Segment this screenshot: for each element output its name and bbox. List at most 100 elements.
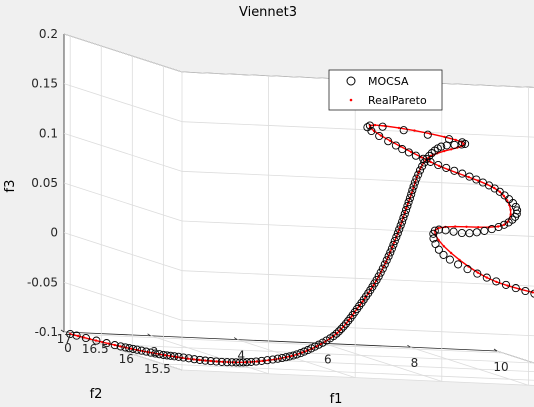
legend-label-real-pareto: RealPareto bbox=[368, 94, 427, 107]
mocsa-point bbox=[408, 186, 417, 195]
mocsa-point bbox=[404, 148, 413, 157]
mocsa-markers bbox=[66, 121, 534, 367]
grid-line-z-back bbox=[181, 170, 534, 188]
real-pareto-point bbox=[94, 339, 98, 342]
mocsa-point bbox=[380, 260, 389, 269]
mocsa-point bbox=[437, 142, 446, 151]
mocsa-point bbox=[223, 358, 232, 367]
mocsa-point bbox=[511, 212, 520, 221]
real-pareto-point bbox=[379, 134, 383, 137]
real-pareto-point bbox=[244, 361, 247, 364]
mocsa-point bbox=[303, 346, 312, 355]
real-pareto-point bbox=[531, 291, 534, 294]
real-pareto-point bbox=[502, 223, 506, 226]
mocsa-point bbox=[429, 229, 438, 238]
mocsa-point bbox=[376, 268, 385, 277]
real-pareto-point bbox=[467, 175, 470, 179]
real-pareto-point bbox=[506, 199, 509, 202]
axes-box bbox=[63, 33, 534, 386]
mocsa-point bbox=[480, 226, 489, 235]
x-tick-label: 6 bbox=[324, 352, 332, 366]
mocsa-point bbox=[195, 355, 204, 364]
mocsa-point bbox=[382, 256, 391, 265]
mocsa-point bbox=[239, 358, 248, 367]
mocsa-point bbox=[66, 329, 75, 339]
mocsa-point bbox=[384, 252, 393, 261]
z-tick-label: 0.1 bbox=[39, 126, 58, 140]
mocsa-point bbox=[403, 201, 412, 211]
real-pareto-point bbox=[450, 148, 453, 151]
mocsa-point bbox=[396, 221, 405, 230]
mocsa-point bbox=[511, 284, 520, 293]
real-pareto-point bbox=[113, 343, 117, 347]
z-axis-label: f3 bbox=[3, 180, 18, 193]
real-pareto-point bbox=[495, 280, 498, 284]
grid-line-z-back bbox=[181, 121, 534, 138]
real-pareto-point bbox=[119, 345, 122, 348]
x-tick-mark bbox=[407, 344, 411, 348]
mocsa-point bbox=[391, 141, 400, 150]
mocsa-point bbox=[278, 353, 287, 363]
mocsa-point bbox=[404, 198, 413, 207]
real-pareto-point bbox=[215, 360, 218, 363]
mocsa-point bbox=[252, 357, 261, 366]
tick-labels: 0 2 4 6 8 10 17 16.5 16 15.5 0.2 0.15 0.1 0.05 0 -0.05 -… bbox=[27, 27, 509, 376]
x-tick-mark bbox=[147, 333, 151, 337]
mocsa-point bbox=[296, 349, 305, 358]
mocsa-point bbox=[457, 228, 466, 238]
mocsa-point bbox=[405, 194, 414, 203]
mocsa-point bbox=[334, 327, 343, 336]
z-tick-label: -0.1 bbox=[35, 325, 58, 339]
grid-line-z-side bbox=[63, 232, 183, 272]
mocsa-point bbox=[402, 205, 411, 214]
real-pareto-point bbox=[175, 355, 178, 359]
mocsa-point bbox=[184, 354, 193, 363]
real-pareto-point bbox=[443, 149, 446, 153]
real-pareto-point bbox=[361, 300, 364, 303]
mocsa-point bbox=[407, 190, 416, 199]
mocsa-point bbox=[439, 250, 448, 259]
mocsa-point bbox=[285, 352, 294, 361]
mocsa-point bbox=[212, 357, 221, 366]
real-pareto-point bbox=[350, 315, 353, 318]
mocsa-point bbox=[442, 163, 451, 172]
mocsa-point bbox=[411, 151, 420, 160]
mocsa-point bbox=[450, 166, 459, 175]
mocsa-point bbox=[384, 137, 393, 146]
grid-line-z-back bbox=[181, 270, 534, 287]
mocsa-point bbox=[434, 225, 444, 234]
mocsa-point bbox=[263, 356, 272, 365]
mocsa-point bbox=[441, 226, 450, 235]
real-pareto-point bbox=[454, 138, 457, 142]
real-pareto-point bbox=[410, 150, 413, 154]
grid-line-z-back bbox=[181, 319, 534, 337]
mocsa-point bbox=[429, 234, 438, 243]
mocsa-point bbox=[121, 343, 130, 352]
mocsa-point bbox=[463, 265, 472, 274]
mocsa-point bbox=[125, 344, 134, 353]
mocsa-point bbox=[72, 331, 81, 340]
x-tick-mark bbox=[60, 329, 65, 333]
real-pareto-point bbox=[477, 226, 480, 229]
real-pareto-point bbox=[255, 360, 259, 363]
grid-line-z-back bbox=[181, 369, 534, 386]
mocsa-point bbox=[392, 233, 401, 242]
y-axis-label: f2 bbox=[90, 387, 103, 402]
mocsa-point bbox=[300, 347, 309, 356]
real-pareto-point bbox=[502, 194, 506, 198]
grid-line-z-side bbox=[63, 83, 183, 123]
mocsa-point bbox=[314, 340, 323, 349]
mocsa-point bbox=[530, 289, 534, 298]
real-pareto-point bbox=[509, 208, 512, 211]
real-pareto-point bbox=[384, 261, 387, 264]
mocsa-point bbox=[378, 264, 387, 273]
x-tick-label: 10 bbox=[493, 360, 508, 374]
y-tick-label: 15.5 bbox=[144, 362, 171, 376]
real-pareto-point bbox=[485, 276, 488, 279]
x-tick-mark bbox=[233, 337, 238, 340]
mocsa-point bbox=[92, 336, 101, 345]
real-pareto-point bbox=[437, 238, 440, 242]
mocsa-point bbox=[389, 240, 398, 249]
legend-marker-real-pareto bbox=[349, 98, 353, 102]
